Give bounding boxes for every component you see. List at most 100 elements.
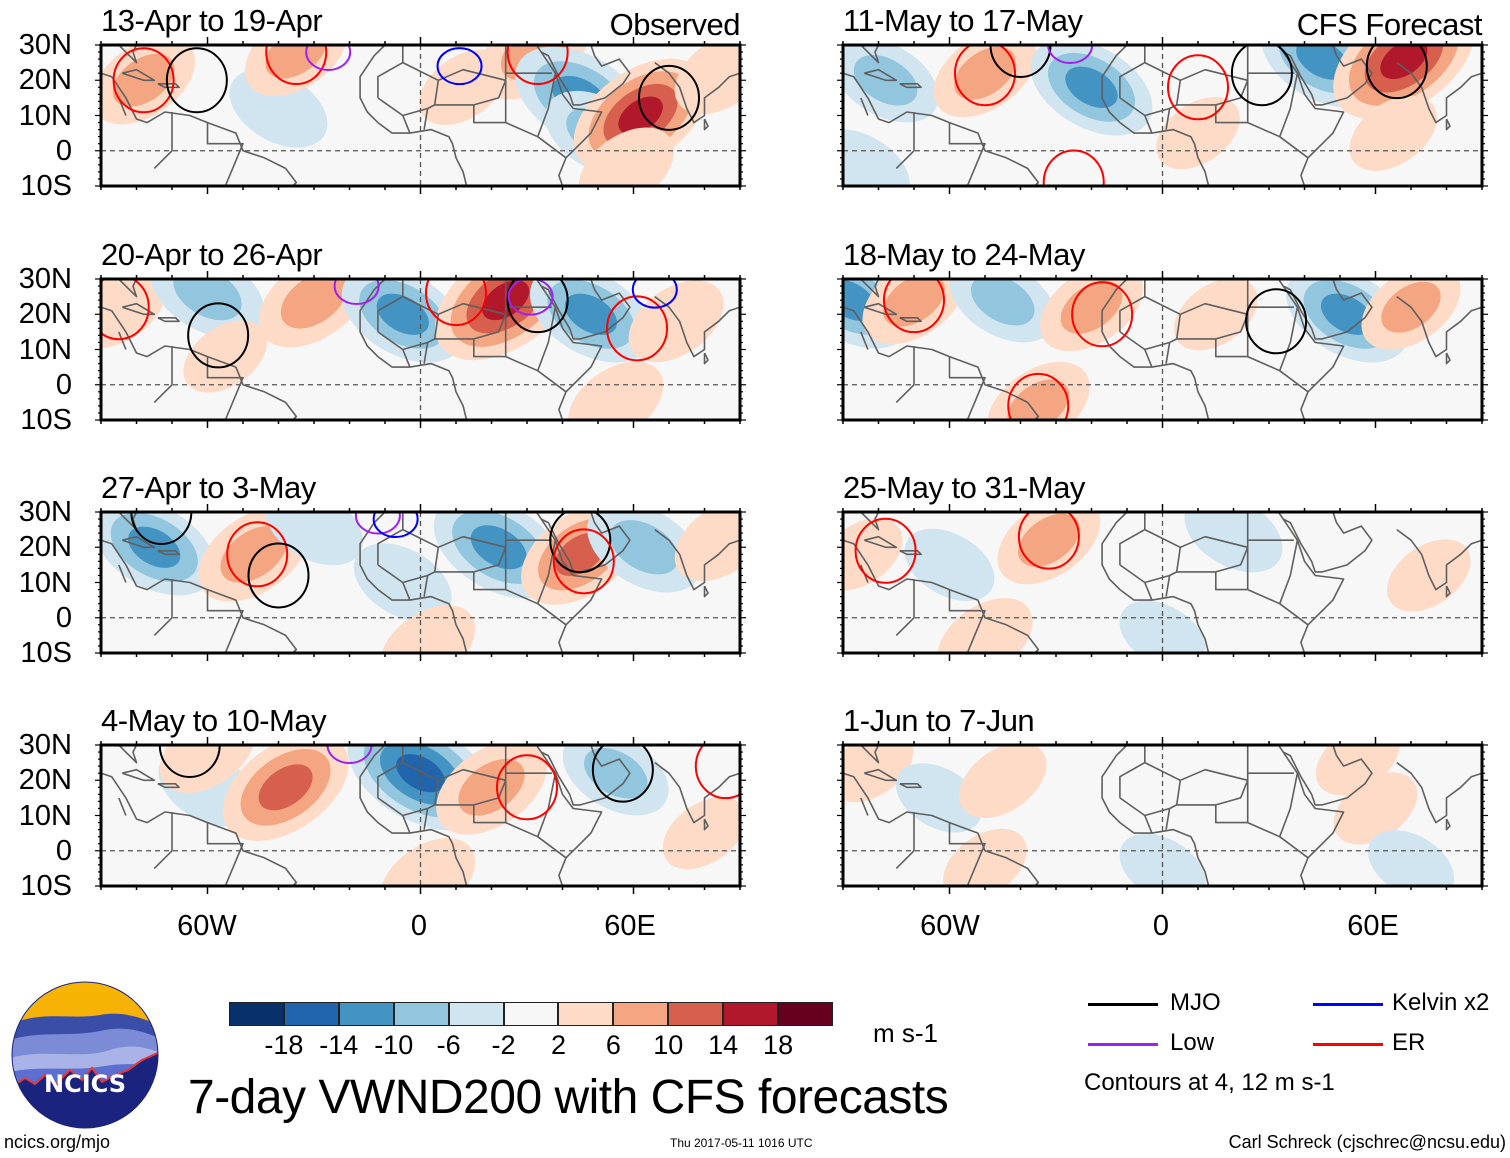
coastline [359, 45, 468, 186]
coastline [1127, 745, 1345, 886]
country-border [860, 97, 869, 116]
anomaly-shading [159, 745, 256, 793]
anomaly-shading [1065, 66, 1118, 108]
contour-er [226, 521, 289, 588]
anomaly-shading [183, 320, 268, 393]
country-border [1144, 115, 1153, 134]
contour-mjo [247, 542, 310, 609]
coastline [703, 352, 709, 365]
country-border [895, 112, 915, 169]
contour-er [425, 279, 487, 327]
anomaly-shading [380, 838, 476, 886]
colorbar-swatch [668, 1002, 724, 1026]
country-border [433, 314, 507, 358]
country-border [153, 346, 173, 403]
country-border [402, 582, 411, 601]
panel-title: 27-Apr to 3-May [101, 470, 316, 505]
coastline [101, 72, 298, 186]
anomaly-shading [843, 745, 914, 803]
contour-er [694, 745, 740, 800]
y-tick-label: 20N [18, 764, 72, 797]
coastline [654, 761, 740, 824]
y-tick-label: 10S [20, 637, 72, 669]
panel-title: 18-May to 24-May [843, 237, 1085, 272]
y-tick-label: 20N [18, 64, 72, 97]
country-border [433, 80, 507, 124]
anomaly-shading [578, 127, 674, 186]
coastline [101, 745, 138, 764]
legend-line-low [1088, 1043, 1158, 1046]
contour-er [506, 45, 569, 86]
y-tick-label: 30N [18, 496, 72, 528]
contour-er [1017, 512, 1080, 570]
legend-label-low: Low [1170, 1029, 1215, 1056]
coastline [122, 768, 156, 782]
contour-mjo [638, 64, 700, 131]
country-border [1279, 836, 1309, 859]
y-tick-label: 0 [55, 368, 72, 401]
coastline [1127, 45, 1345, 186]
coastline [359, 279, 468, 420]
map-panel [95, 37, 746, 194]
colorbar-tick-label: 14 [708, 1030, 739, 1060]
coastline [703, 118, 709, 131]
country-border [402, 512, 507, 549]
contour-kelvin-x2 [436, 47, 483, 86]
main-title: 7-day VWND200 with CFS forecasts [188, 1071, 949, 1124]
country-border [1247, 540, 1299, 605]
legend-line-mjo [1088, 1003, 1158, 1006]
coastline [122, 535, 156, 549]
coastline [1101, 45, 1210, 186]
country-border [402, 815, 411, 834]
country-border [423, 808, 429, 830]
x-tick-label: 0 [1152, 910, 1170, 942]
coastline [1282, 45, 1373, 106]
anomaly-shading [843, 279, 877, 321]
coastline [1445, 585, 1451, 598]
coastline [359, 745, 468, 886]
colorbar-units: m s-1 [873, 1018, 938, 1048]
legend-label-mjo: MJO [1170, 989, 1221, 1016]
site-link[interactable]: ncics.org/mjo [4, 1132, 111, 1152]
panel-title: 11-May to 17-May [843, 3, 1083, 38]
anomaly-shading [1368, 830, 1454, 886]
coastline [899, 82, 922, 89]
y-tick-label: 0 [55, 834, 72, 867]
country-border [1247, 773, 1299, 838]
y-tick-label: 10N [18, 799, 72, 832]
country-border [1165, 575, 1171, 597]
y-tick-label: 0 [55, 134, 72, 167]
coastline [540, 279, 631, 340]
coastline [843, 512, 880, 531]
contour-mjo [130, 512, 193, 545]
country-border [402, 115, 411, 134]
colorbar-tick-label: 6 [605, 1030, 621, 1060]
coastline [843, 45, 880, 64]
colorbar-swatch [448, 1002, 504, 1026]
map-panel [837, 737, 1488, 894]
anomaly-shading [1380, 45, 1428, 80]
contour-low [333, 279, 380, 306]
coastline [359, 512, 468, 653]
country-border [1165, 808, 1171, 830]
coastline [843, 772, 1040, 886]
coastline [385, 745, 603, 886]
colorbar-tick-label: 2 [550, 1030, 566, 1060]
colorbar-swatch [613, 1002, 669, 1026]
country-border [206, 122, 244, 186]
logo-text: NCICS [44, 1070, 126, 1098]
contour-mjo [187, 302, 250, 369]
coastline [122, 302, 156, 316]
y-tick-label: 10N [18, 566, 72, 599]
y-tick-label: 30N [18, 263, 72, 295]
map-panel [95, 504, 746, 661]
coastline [1101, 745, 1210, 886]
colorbar-tick-label: -18 [264, 1030, 304, 1060]
country-border [206, 589, 244, 653]
legend-line-er [1313, 1043, 1383, 1046]
anomaly-shading [904, 528, 995, 602]
coastline [864, 768, 898, 782]
map-panel [837, 271, 1488, 428]
contour-er [112, 47, 175, 114]
coastline [899, 316, 922, 323]
